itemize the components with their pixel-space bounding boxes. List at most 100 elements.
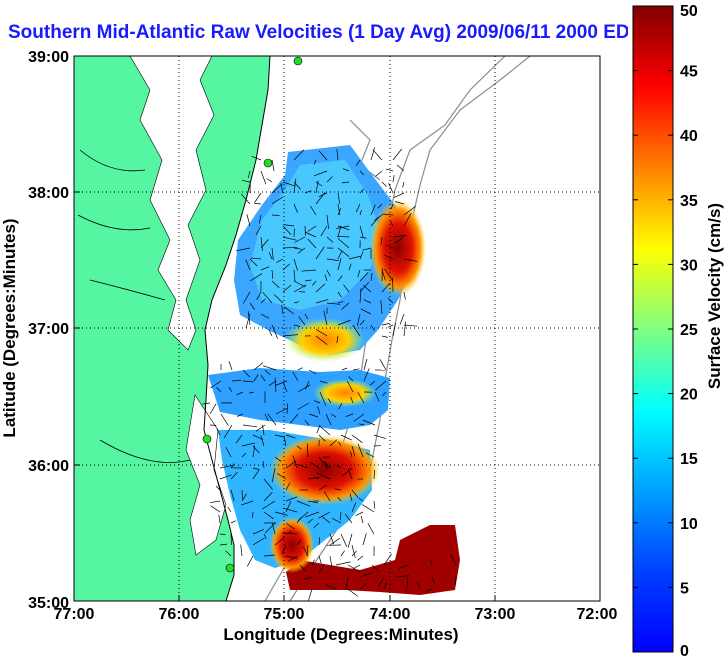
velocity-arrow [392,175,395,183]
velocity-arrow [286,403,289,415]
velocity-arrow [331,517,342,524]
velocity-arrow [383,553,392,566]
velocity-arrow [373,214,383,221]
velocity-arrow [393,192,405,199]
velocity-arrow [209,403,217,415]
velocity-arrow [210,380,222,389]
velocity-arrow [247,170,251,178]
velocity-arrow [219,474,232,480]
velocity-arrow [280,183,284,194]
velocity-arrow [359,572,373,578]
velocity-arrow [347,588,359,597]
colorbar-tick-label: 5 [680,580,689,597]
velocity-arrow [399,313,405,325]
velocity-arrow [385,168,394,172]
velocity-arrow [359,319,365,326]
velocity-arrow [351,489,359,498]
velocity-arrow [329,538,340,546]
velocity-arrow [304,231,317,238]
velocity-arrow [316,424,321,434]
velocity-arrow [431,576,435,584]
velocity-arrow [359,170,365,176]
colorbar-tick-label: 35 [680,193,698,210]
velocity-arrow [225,446,232,458]
velocity-arrow [285,496,298,502]
y-axis-label: Latitude (Degrees:Minutes) [0,218,19,437]
colorbar-tick-label: 30 [680,257,698,274]
velocity-arrow [249,391,255,394]
velocity-arrow [337,203,341,216]
velocity-vectors [202,147,457,601]
velocity-arrow [307,225,317,232]
velocity-arrow [293,258,298,271]
velocity-arrow [260,374,266,382]
velocity-arrow [394,236,405,244]
velocity-arrow [260,435,265,447]
velocity-arrow [325,414,332,426]
x-tick-label: 76:00 [159,606,200,623]
velocity-arrow [390,203,394,210]
velocity-arrow [380,236,383,245]
velocity-arrow [384,268,394,282]
bay-inlet-3 [89,279,166,301]
velocity-arrow [271,269,274,279]
velocity-arrow [326,258,339,261]
velocity-arrow [370,204,376,216]
velocity-arrow [395,575,410,578]
velocity-arrow [282,532,298,535]
velocity-arrow [250,257,262,260]
velocity-arrow [315,335,328,345]
velocity-arrow [357,443,364,458]
velocity-arrow [218,514,221,524]
velocity-arrow [348,255,361,260]
velocity-arrow [329,555,333,569]
y-tick-label: 36:00 [28,458,69,475]
velocity-arrow [293,178,297,194]
velocity-arrow [381,213,394,216]
velocity-arrow [215,485,221,491]
velocity-arrow [307,500,318,504]
velocity-arrow [264,413,269,422]
velocity-arrow [299,564,306,572]
velocity-arrow [263,533,267,539]
velocity-arrow [254,203,262,205]
velocity-arrow [268,252,273,260]
velocity-arrow [360,515,364,524]
velocity-arrow [403,291,406,300]
velocity-arrow [352,564,361,570]
hotspot-north [370,200,426,296]
velocity-arrow [283,507,298,513]
velocity-arrow [341,367,348,371]
velocity-arrow [285,522,295,530]
velocity-arrow [340,550,345,557]
velocity-arrow [343,284,350,293]
velocity-arrow [380,300,383,315]
colorbar-ticks: 0 5 10 15 20 25 30 35 40 45 50 [633,3,698,659]
velocity-arrow [293,284,307,293]
velocity-arrow [281,544,287,555]
velocity-arrow [358,498,364,502]
velocity-arrow [387,324,394,328]
velocity-arrow [253,374,259,382]
y-tick-label: 38:00 [28,185,69,202]
velocity-arrow [277,473,287,480]
velocity-arrow [382,391,387,397]
coastline [203,56,271,601]
velocity-arrow [336,235,350,238]
velocity-arrow [324,460,331,469]
velocity-arrow [392,148,402,161]
velocity-arrow [323,491,331,502]
velocity-arrow [274,434,285,438]
velocity-arrow [341,181,350,184]
velocity-arrow [402,181,405,188]
velocity-arrow [262,424,265,436]
velocity-arrow [362,533,367,546]
velocity-arrow [271,324,278,339]
velocity-arrow [392,235,407,238]
velocity-arrow [242,291,251,304]
velocity-arrow [358,423,365,426]
velocity-arrow [282,236,297,241]
velocity-arrow [372,149,383,161]
velocity-arrow [351,502,357,513]
velocity-arrow [252,537,265,546]
